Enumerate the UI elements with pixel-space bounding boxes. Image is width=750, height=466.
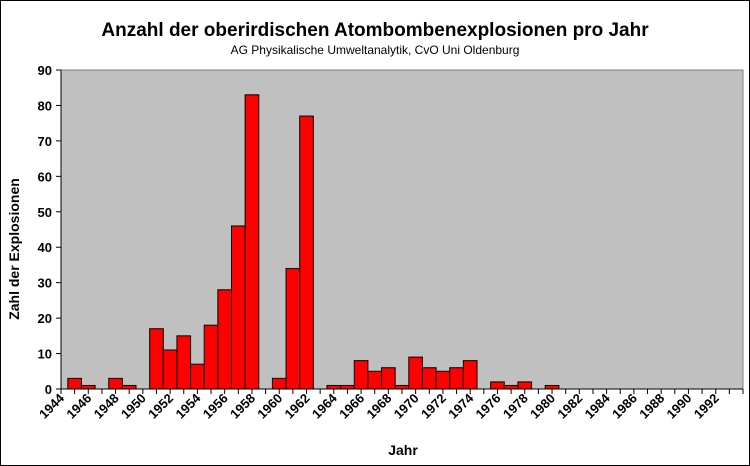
bar-1949 <box>121 384 137 390</box>
y-tick-label: 20 <box>38 311 52 326</box>
bar-1977 <box>503 384 519 390</box>
bar-1962 <box>299 115 314 390</box>
bar-1973 <box>449 367 464 390</box>
bar-1956 <box>217 289 233 390</box>
x-tick-label: 1956 <box>200 391 231 422</box>
bar-1961 <box>285 267 301 390</box>
y-tick-label: 80 <box>38 98 52 113</box>
x-tick-label: 1950 <box>118 391 149 422</box>
bar-1974 <box>462 360 478 390</box>
bar-1980 <box>544 384 560 390</box>
bar-1958 <box>244 94 260 390</box>
bar-1948 <box>108 377 123 390</box>
bar-1969 <box>394 384 410 390</box>
x-tick-label: 1952 <box>145 391 176 422</box>
x-tick-label: 1946 <box>63 391 94 422</box>
y-tick-label: 70 <box>38 134 52 149</box>
x-tick-label: 1974 <box>445 390 477 422</box>
x-tick-label: 1976 <box>473 391 504 422</box>
x-tick-label: 1992 <box>691 391 722 422</box>
x-tick-label: 1980 <box>527 391 558 422</box>
y-tick-label: 40 <box>38 240 52 255</box>
bar-1970 <box>408 356 423 390</box>
x-tick-label: 1970 <box>391 391 422 422</box>
y-axis-label: Zahl der Explosionen <box>6 178 22 320</box>
bar-1976 <box>490 381 505 390</box>
x-tick-label: 1954 <box>172 390 204 422</box>
x-tick-label: 1964 <box>309 390 341 422</box>
y-tick-label: 30 <box>38 276 52 291</box>
bar-1967 <box>367 370 383 390</box>
bar-1960 <box>271 377 287 390</box>
bar-1965 <box>340 384 355 390</box>
y-tick-label: 90 <box>38 63 52 78</box>
bar-1971 <box>421 367 437 390</box>
bar-1953 <box>176 335 192 390</box>
bar-1978 <box>517 381 533 390</box>
bar-1955 <box>203 324 219 390</box>
x-tick-label: 1944 <box>36 390 68 422</box>
y-tick-label: 50 <box>38 205 52 220</box>
x-tick-label: 1958 <box>227 391 258 422</box>
x-tick-label: 1984 <box>582 390 614 422</box>
x-tick-label: 1948 <box>91 391 122 422</box>
x-tick-label: 1968 <box>363 391 394 422</box>
x-tick-label: 1960 <box>254 391 285 422</box>
x-tick-label: 1986 <box>609 391 640 422</box>
bar-1966 <box>353 360 369 390</box>
bar-1964 <box>326 384 342 390</box>
chart-title: Anzahl der oberirdischen Atombombenexplo… <box>101 20 649 41</box>
chart-subtitle: AG Physikalische Umweltanalytik, CvO Uni… <box>231 43 520 57</box>
bar-1952 <box>162 349 178 390</box>
x-axis-label: Jahr <box>388 442 418 458</box>
bar-1957 <box>231 225 246 390</box>
x-tick-label: 1982 <box>554 391 585 422</box>
bar-1972 <box>435 370 451 390</box>
x-tick-label: 1966 <box>336 391 367 422</box>
x-tick-label: 1962 <box>282 391 313 422</box>
y-tick-label: 10 <box>38 347 52 362</box>
y-tick-label: 0 <box>45 382 52 397</box>
bar-1946 <box>80 384 96 390</box>
bar-1954 <box>190 363 205 390</box>
bar-1968 <box>381 367 396 390</box>
y-axis: 0 10 20 30 40 50 60 70 80 90 <box>38 63 62 397</box>
x-axis: 1944194619481950195219541956195819601962… <box>36 388 744 422</box>
x-tick-label: 1978 <box>500 391 531 422</box>
y-tick-label: 60 <box>38 169 52 184</box>
bar-1945 <box>67 377 82 390</box>
x-tick-label: 1988 <box>636 391 667 422</box>
x-tick-label: 1990 <box>663 391 694 422</box>
x-tick-label: 1972 <box>418 391 449 422</box>
plot-area <box>60 69 744 390</box>
bar-1951 <box>149 328 164 390</box>
